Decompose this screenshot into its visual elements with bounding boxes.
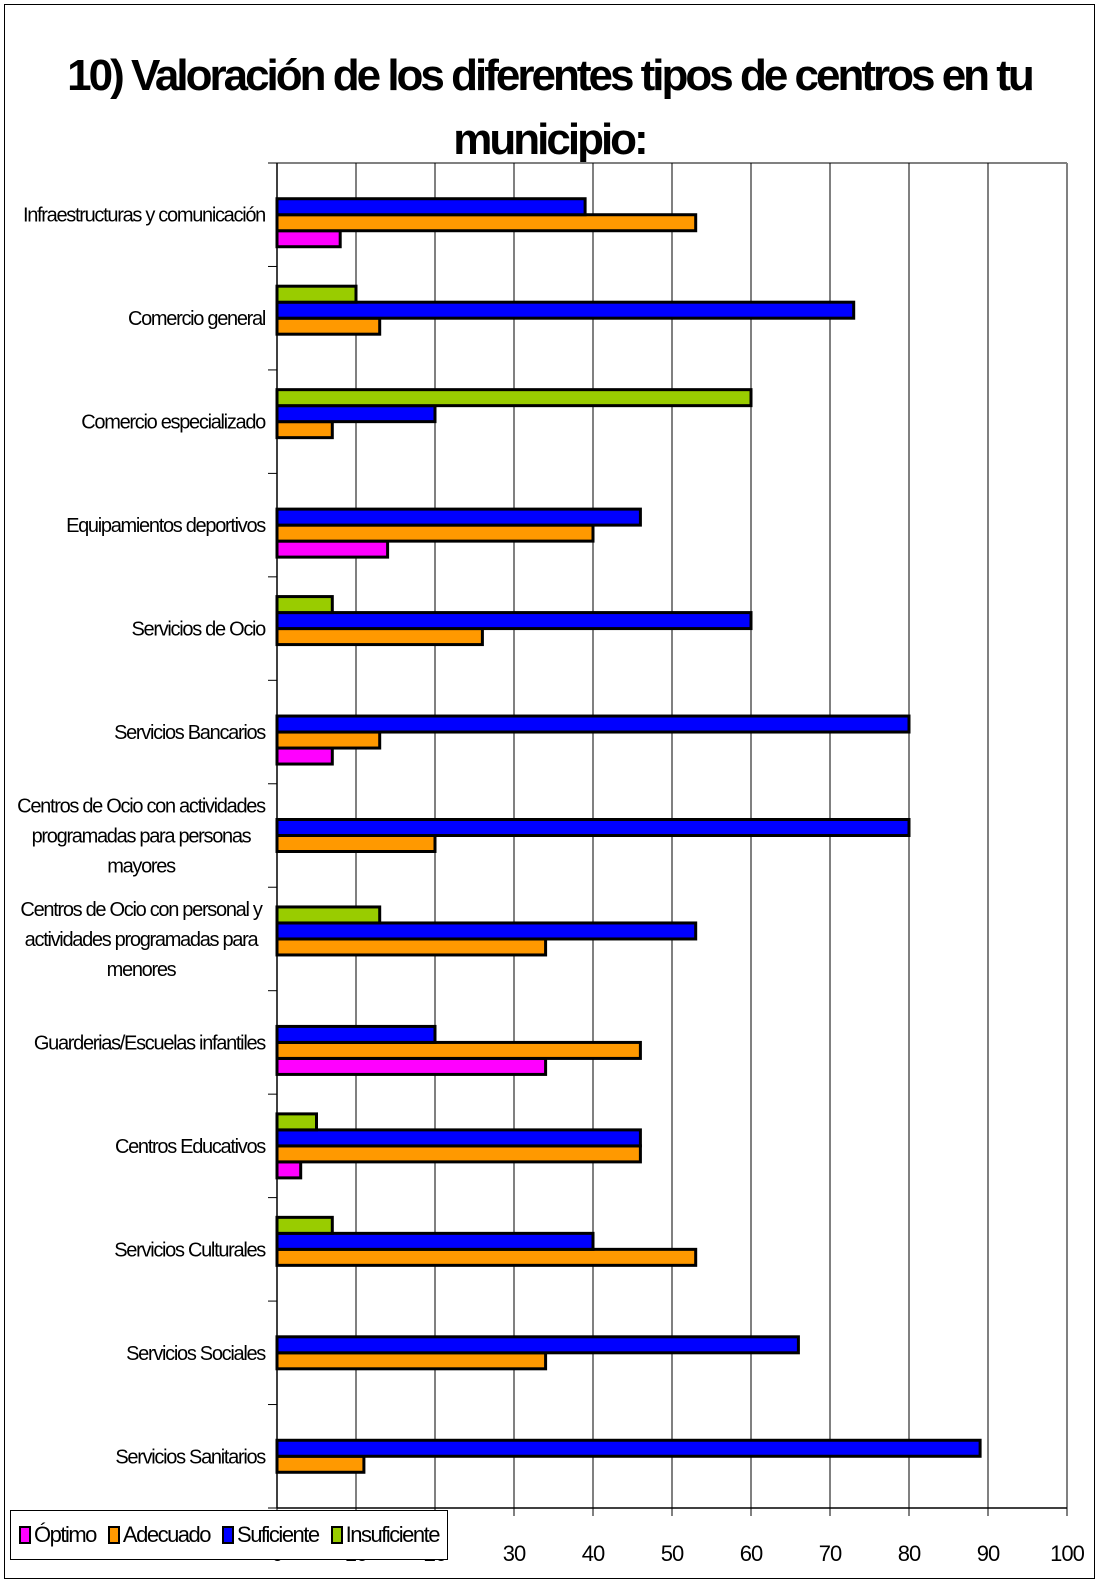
legend-label-0: Óptimo bbox=[34, 1522, 97, 1547]
bar-adecuado-11 bbox=[275, 1351, 548, 1371]
bar-suficiente-5 bbox=[275, 714, 911, 734]
bar-adecuado-10 bbox=[275, 1247, 698, 1267]
bar-suficiente-6 bbox=[275, 818, 911, 837]
legend-label-2: Suficiente bbox=[237, 1522, 320, 1547]
x-tick-label-30: 30 bbox=[503, 1541, 526, 1566]
category-label-1: Comercio general bbox=[128, 308, 266, 330]
x-tick-label-90: 90 bbox=[977, 1541, 1000, 1566]
legend-label-1: Adecuado bbox=[122, 1522, 212, 1547]
legend-swatch-3 bbox=[330, 1526, 343, 1544]
x-tick-label-40: 40 bbox=[582, 1541, 605, 1566]
bar-óptimo-3 bbox=[275, 539, 390, 559]
bar-adecuado-6 bbox=[275, 834, 437, 853]
bar-suficiente-7 bbox=[275, 921, 698, 941]
bar-óptimo-8 bbox=[275, 1056, 548, 1076]
x-tick-label-70: 70 bbox=[819, 1541, 842, 1566]
x-tick-label-100: 100 bbox=[1050, 1541, 1084, 1566]
bar-adecuado-5 bbox=[275, 730, 382, 750]
bar-adecuado-2 bbox=[275, 420, 334, 440]
category-label-9: Centros Educativos bbox=[115, 1136, 266, 1158]
bar-insuficiente-9 bbox=[275, 1112, 318, 1132]
category-label-5: Servicios Bancarios bbox=[114, 722, 266, 744]
x-tick-label-80: 80 bbox=[898, 1541, 921, 1566]
category-label-0: Infraestructuras y comunicación bbox=[23, 205, 265, 227]
bar-adecuado-9 bbox=[275, 1144, 642, 1164]
x-tick-label-50: 50 bbox=[661, 1541, 684, 1566]
bar-óptimo-0 bbox=[275, 229, 342, 249]
bar-suficiente-11 bbox=[275, 1335, 800, 1355]
bar-adecuado-7 bbox=[275, 937, 548, 957]
bar-adecuado-4 bbox=[275, 627, 484, 647]
chart-frame bbox=[4, 4, 1095, 1579]
bar-suficiente-4 bbox=[275, 611, 753, 631]
legend-item-1: Adecuado bbox=[107, 1522, 212, 1548]
bar-adecuado-12 bbox=[275, 1454, 366, 1474]
bar-adecuado-0 bbox=[275, 213, 698, 233]
bar-suficiente-3 bbox=[275, 507, 642, 527]
bar-insuficiente-2 bbox=[275, 388, 753, 408]
bar-adecuado-3 bbox=[275, 523, 595, 543]
bar-suficiente-8 bbox=[275, 1024, 437, 1044]
bar-suficiente-9 bbox=[275, 1128, 642, 1148]
bar-adecuado-8 bbox=[275, 1040, 642, 1060]
bar-insuficiente-1 bbox=[275, 284, 358, 304]
bar-adecuado-1 bbox=[275, 316, 382, 336]
bar-suficiente-1 bbox=[275, 300, 856, 320]
legend-item-0: Óptimo bbox=[19, 1522, 97, 1548]
category-label-7: Centros de Ocio con personal y actividade… bbox=[20, 899, 262, 981]
category-label-11: Servicios Sociales bbox=[126, 1343, 266, 1365]
category-label-6: Centros de Ocio con actividades programad… bbox=[17, 796, 266, 878]
category-label-12: Servicios Sanitarios bbox=[115, 1446, 266, 1468]
bar-insuficiente-7 bbox=[275, 905, 382, 925]
bar-suficiente-10 bbox=[275, 1231, 595, 1251]
category-label-8: Guarderias/Escuelas infantiles bbox=[34, 1032, 266, 1054]
chart-legend: Óptimo Adecuado Suficiente Insuficiente bbox=[10, 1510, 448, 1560]
legend-item-2: Suficiente bbox=[222, 1522, 320, 1548]
category-label-10: Servicios Culturales bbox=[114, 1239, 266, 1261]
chart-title: 10) Valoración de los diferentes tipos d… bbox=[67, 51, 1035, 164]
bar-insuficiente-10 bbox=[275, 1215, 334, 1235]
bar-suficiente-12 bbox=[275, 1438, 982, 1458]
legend-swatch-1 bbox=[107, 1526, 120, 1544]
legend-item-3: Insuficiente bbox=[330, 1522, 441, 1548]
x-tick-label-60: 60 bbox=[740, 1541, 763, 1566]
bar-suficiente-2 bbox=[275, 404, 437, 424]
category-label-2: Comercio especializado bbox=[81, 412, 266, 434]
category-label-3: Equipamientos deportivos bbox=[66, 515, 266, 537]
bar-óptimo-5 bbox=[275, 746, 334, 766]
legend-swatch-0 bbox=[19, 1526, 31, 1544]
legend-swatch-2 bbox=[222, 1526, 235, 1544]
bar-óptimo-9 bbox=[275, 1160, 303, 1180]
bar-insuficiente-4 bbox=[275, 595, 334, 615]
legend-label-3: Insuficiente bbox=[345, 1522, 441, 1547]
bar-suficiente-0 bbox=[275, 197, 587, 217]
category-label-4: Servicios de Ocio bbox=[131, 619, 266, 641]
